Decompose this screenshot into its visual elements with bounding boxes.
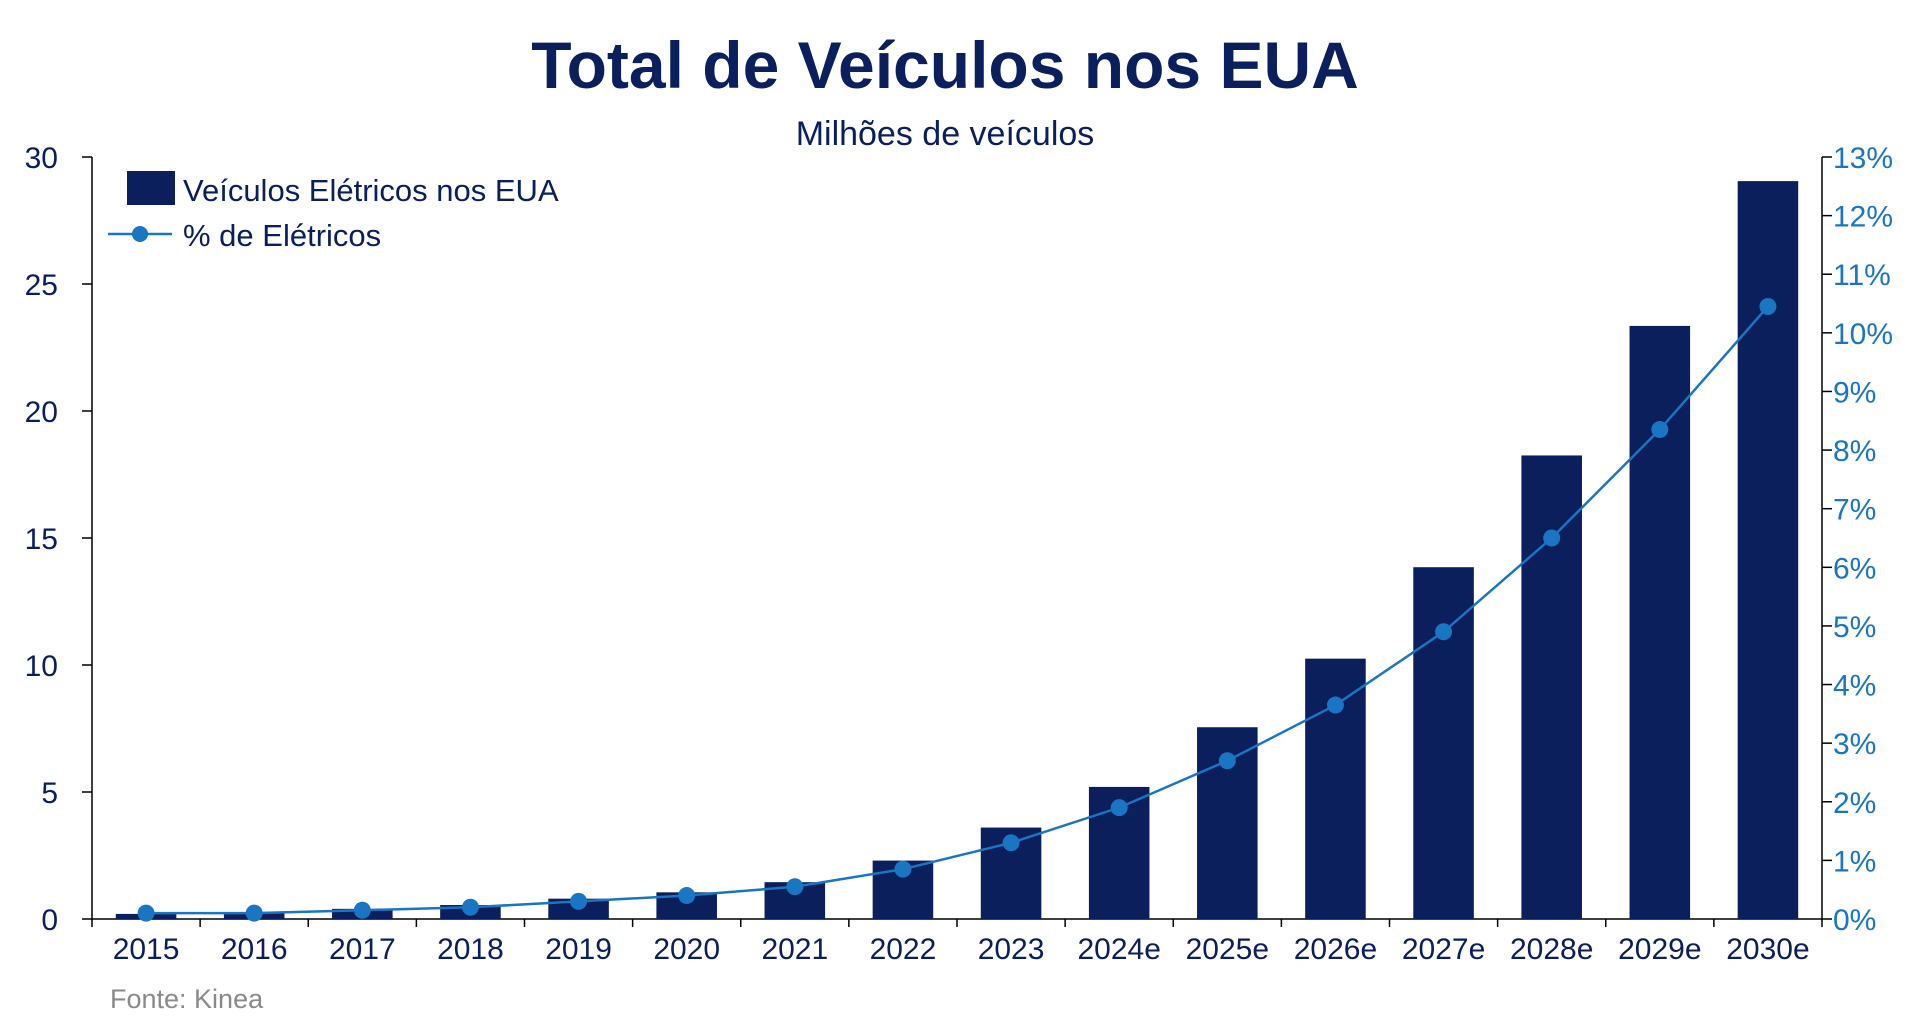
right-tick-label: 13% [1833, 142, 1893, 175]
percent-point [786, 878, 804, 896]
right-tick-label: 1% [1833, 845, 1876, 878]
right-tick-label: 9% [1833, 376, 1876, 409]
percent-point [1002, 834, 1020, 852]
x-tick-label: 2030e [1726, 933, 1809, 966]
bar [1737, 181, 1799, 919]
x-tick-label: 2016 [221, 933, 288, 966]
percent-point [1543, 529, 1561, 547]
chart-subtitle: Milhões de veículos [796, 115, 1095, 153]
left-tick-label: 15 [25, 523, 58, 556]
legend-bar-label: Veículos Elétricos nos EUA [183, 173, 559, 208]
left-tick-label: 0 [41, 904, 58, 937]
percent-point [137, 904, 155, 922]
legend-line-label: % de Elétricos [183, 218, 381, 253]
left-tick-label: 30 [25, 142, 58, 175]
right-tick-label: 7% [1833, 494, 1876, 527]
line-layer [137, 297, 1777, 922]
x-tick-label: 2024e [1077, 933, 1160, 966]
x-tick-label: 2023 [978, 933, 1045, 966]
source-note: Fonte: Kinea [110, 984, 264, 1014]
right-tick-label: 11% [1833, 259, 1891, 292]
x-tick-label: 2025e [1186, 933, 1269, 966]
right-tick-label: 10% [1833, 318, 1893, 351]
percent-point [1651, 421, 1669, 439]
percent-line [146, 305, 1769, 915]
axes-layer: 0 5 10 15 20 25 30 0% 1% 2% 3% 4% 5% 6% 7% 8% 9% 10% 11% 12… [25, 142, 1893, 966]
left-tick-label: 10 [25, 650, 58, 683]
right-tick-label: 2% [1833, 787, 1876, 820]
percent-point [894, 860, 912, 878]
percent-point [1435, 623, 1453, 641]
legend-bar-swatch [127, 171, 175, 205]
x-tick-label: 2022 [870, 933, 937, 966]
percent-point [678, 887, 696, 905]
x-tick-label: 2021 [761, 933, 828, 966]
bar [1521, 455, 1582, 919]
percent-point [1326, 696, 1344, 714]
right-tick-label: 4% [1833, 670, 1876, 703]
x-tick-label: 2020 [653, 933, 720, 966]
x-tick-label: 2026e [1294, 933, 1377, 966]
percent-point [1759, 297, 1777, 315]
x-tick-label: 2017 [329, 933, 396, 966]
x-tick-label: 2028e [1510, 933, 1593, 966]
legend-line-marker [132, 226, 148, 242]
bars-layer [115, 181, 1799, 919]
x-tick-label: 2018 [437, 933, 504, 966]
right-tick-label: 3% [1833, 728, 1876, 761]
right-tick-label: 0% [1833, 904, 1876, 937]
right-tick-label: 12% [1833, 201, 1893, 234]
right-tick-label: 5% [1833, 611, 1876, 644]
left-tick-label: 5 [41, 777, 58, 810]
percent-point [245, 904, 263, 922]
bar [1629, 325, 1691, 919]
chart-title: Total de Veículos nos EUA [531, 28, 1359, 102]
right-tick-label: 8% [1833, 435, 1876, 468]
percent-point [570, 892, 588, 910]
percent-point [353, 901, 371, 919]
percent-point [1110, 799, 1128, 817]
right-tick-label: 6% [1833, 552, 1876, 585]
legend: Veículos Elétricos nos EUA % de Elétrico… [108, 171, 559, 253]
bar [1413, 567, 1474, 919]
x-tick-label: 2029e [1618, 933, 1701, 966]
percent-point [461, 898, 479, 916]
left-tick-label: 25 [25, 269, 58, 302]
x-tick-label: 2027e [1402, 933, 1485, 966]
percent-point [1218, 752, 1236, 770]
x-tick-label: 2019 [545, 933, 612, 966]
x-tick-label: 2015 [113, 933, 180, 966]
left-tick-label: 20 [25, 396, 58, 429]
